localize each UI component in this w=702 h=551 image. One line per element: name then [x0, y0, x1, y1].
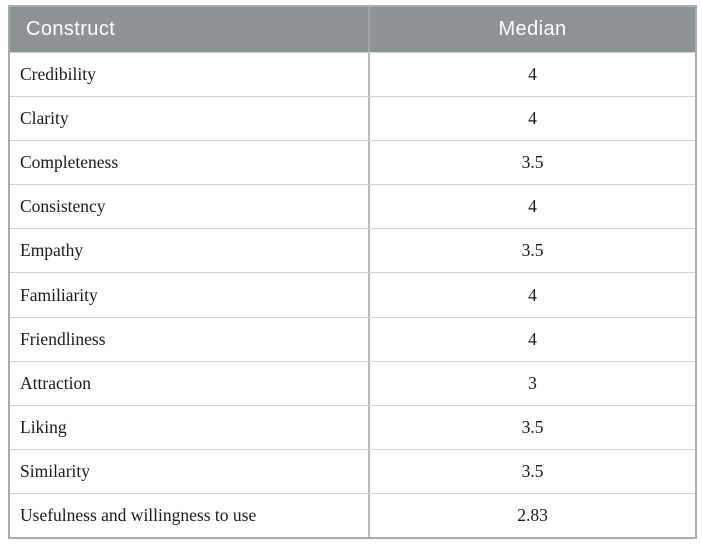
- median-cell: 4: [368, 53, 695, 97]
- table-row: Empathy 3.5: [10, 228, 695, 273]
- table-header-row: Construct Median: [10, 7, 695, 52]
- table-row: Completeness 3.5: [10, 140, 695, 185]
- construct-cell: Empathy: [20, 240, 84, 261]
- construct-cell: Friendliness: [20, 328, 106, 349]
- construct-cell: Attraction: [20, 372, 91, 393]
- table-row: Familiarity 4: [10, 272, 695, 317]
- table-row: Credibility 4: [10, 52, 695, 97]
- table-row: Liking 3.5: [10, 404, 695, 449]
- table-body: Credibility 4 Clarity 4 Completeness 3.5…: [10, 52, 695, 538]
- table-row: Clarity 4: [10, 96, 695, 141]
- table-row: Attraction 3: [10, 360, 695, 405]
- median-cell: 3.5: [368, 405, 695, 449]
- construct-cell: Liking: [20, 416, 67, 437]
- table-row: Similarity 3.5: [10, 448, 695, 493]
- median-cell: 2.83: [368, 493, 695, 538]
- median-cell: 3.5: [368, 141, 695, 185]
- median-cell: 4: [368, 97, 695, 141]
- construct-cell: Familiarity: [20, 284, 98, 305]
- median-cell: 3: [368, 361, 695, 405]
- table-row: Consistency 4: [10, 184, 695, 229]
- median-table: Construct Median Credibility 4 Clarity 4…: [8, 5, 697, 539]
- median-cell: 3.5: [368, 449, 695, 493]
- column-header-construct: Construct: [26, 18, 116, 40]
- median-cell: 4: [368, 185, 695, 229]
- construct-cell: Completeness: [20, 152, 119, 173]
- median-cell: 4: [368, 317, 695, 361]
- construct-cell: Consistency: [20, 196, 106, 217]
- construct-cell: Similarity: [20, 460, 90, 481]
- median-cell: 3.5: [368, 229, 695, 273]
- median-cell: 4: [368, 273, 695, 317]
- table-row: Usefulness and willingness to use 2.83: [10, 492, 695, 538]
- table-row: Friendliness 4: [10, 316, 695, 361]
- construct-cell: Clarity: [20, 108, 69, 129]
- construct-cell: Usefulness and willingness to use: [20, 504, 257, 525]
- construct-cell: Credibility: [20, 64, 96, 85]
- column-header-median: Median: [368, 7, 695, 52]
